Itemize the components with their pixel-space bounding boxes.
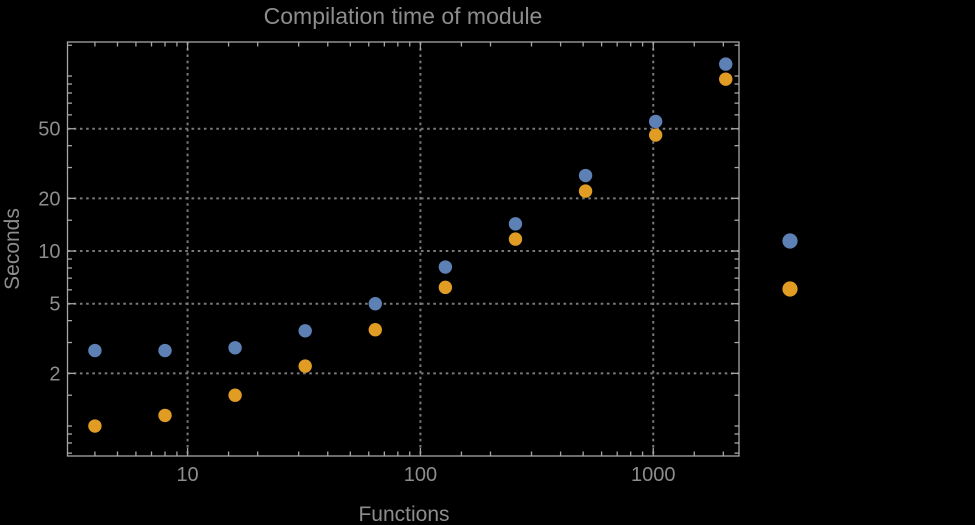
- x-tick-label: 100: [404, 464, 437, 486]
- y-axis-label: Seconds: [1, 208, 24, 290]
- legend: [782, 233, 798, 297]
- x-tick-label: 10: [176, 464, 198, 486]
- data-point-series-2: [228, 388, 242, 402]
- data-point-series-2: [368, 323, 382, 337]
- data-point-series-2: [578, 184, 593, 198]
- x-axis-label: Functions: [358, 503, 449, 525]
- data-point-series-2: [508, 232, 523, 246]
- tick-layer: [67, 42, 739, 456]
- data-point-series-2: [648, 128, 663, 142]
- y-tick-label: 5: [49, 294, 60, 316]
- legend-marker-series-1: [782, 233, 798, 249]
- data-point-series-1: [648, 114, 663, 129]
- data-point-series-1: [719, 57, 733, 71]
- data-point-series-2: [158, 408, 172, 423]
- grid-layer: [67, 42, 739, 456]
- data-point-series-1: [88, 343, 102, 358]
- data-point-series-1: [578, 168, 593, 183]
- y-tick-label: 2: [49, 363, 60, 385]
- data-point-series-1: [368, 297, 382, 311]
- chart-title: Compilation time of module: [264, 3, 543, 29]
- data-point-series-2: [719, 72, 733, 86]
- x-tick-label: 1000: [631, 464, 676, 486]
- data-point-series-1: [508, 217, 523, 231]
- data-point-series-2: [438, 280, 453, 295]
- data-point-series-2: [88, 419, 102, 433]
- data-point-series-2: [298, 359, 312, 373]
- tick-label-layer: 10 100 1000 2 5 10 20 50: [38, 119, 675, 486]
- y-tick-label: 20: [38, 188, 60, 210]
- y-tick-label: 10: [38, 241, 60, 263]
- y-tick-label: 50: [38, 119, 60, 141]
- data-point-series-1: [438, 260, 453, 274]
- plot-frame: [66, 41, 740, 457]
- data-point-series-1: [228, 341, 242, 355]
- data-point-series-1: [158, 343, 172, 358]
- data-point-layer: [88, 57, 733, 433]
- legend-marker-series-2: [782, 281, 798, 297]
- data-point-series-1: [298, 324, 312, 338]
